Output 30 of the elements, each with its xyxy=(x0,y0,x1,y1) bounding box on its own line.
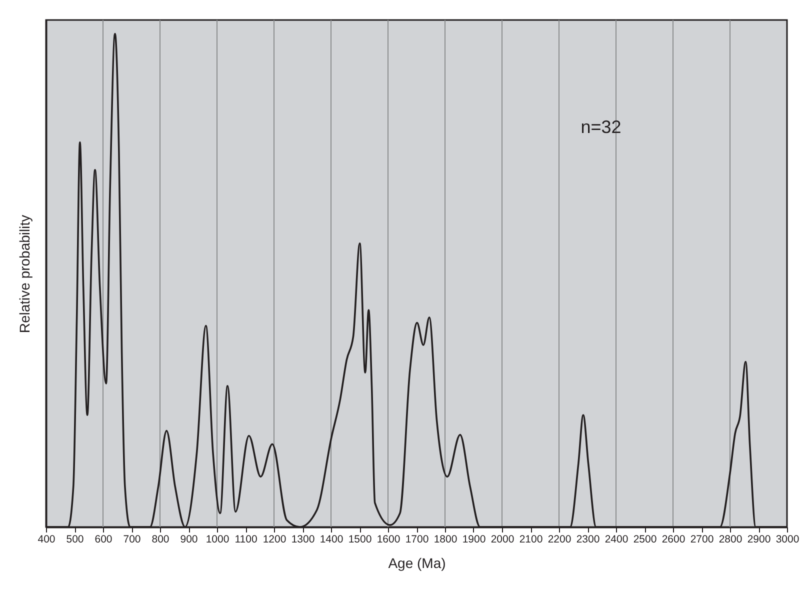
x-tick-label: 800 xyxy=(152,534,170,546)
x-axis-title: Age (Ma) xyxy=(388,555,446,571)
x-tick-label: 1800 xyxy=(434,534,458,546)
x-tick-label: 2900 xyxy=(747,534,771,546)
x-tick-label: 1900 xyxy=(462,534,486,546)
x-tick-label: 2000 xyxy=(490,534,514,546)
x-tick-label: 1700 xyxy=(405,534,429,546)
x-tick-label: 2300 xyxy=(576,534,600,546)
x-tick-label: 2500 xyxy=(633,534,657,546)
x-tick-label: 1100 xyxy=(234,534,258,546)
x-tick-label: 700 xyxy=(123,534,141,546)
x-tick-label: 3000 xyxy=(776,534,800,546)
x-tick-label: 2400 xyxy=(604,534,628,546)
annotation: n=32 xyxy=(580,117,622,137)
x-tick-label: 600 xyxy=(94,534,112,546)
y-axis-title: Relative probability xyxy=(16,214,32,334)
x-tick-label: 1400 xyxy=(320,534,344,546)
x-tick-label: 2600 xyxy=(662,534,686,546)
x-tick-label: 1000 xyxy=(206,534,230,546)
x-tick-label: 1200 xyxy=(262,534,286,546)
x-tick-label: 1500 xyxy=(348,534,372,546)
x-tick-label: 1600 xyxy=(376,534,400,546)
x-tick-label: 900 xyxy=(180,534,198,546)
x-tick-label: 2100 xyxy=(519,534,543,546)
x-tick-label: 400 xyxy=(38,534,56,546)
x-tick-label: 1300 xyxy=(291,534,315,546)
x-tick-label: 2700 xyxy=(690,534,714,546)
x-tick-label: 2200 xyxy=(548,534,572,546)
x-tick-label: 2800 xyxy=(718,534,742,546)
x-tick-label: 500 xyxy=(66,534,84,546)
